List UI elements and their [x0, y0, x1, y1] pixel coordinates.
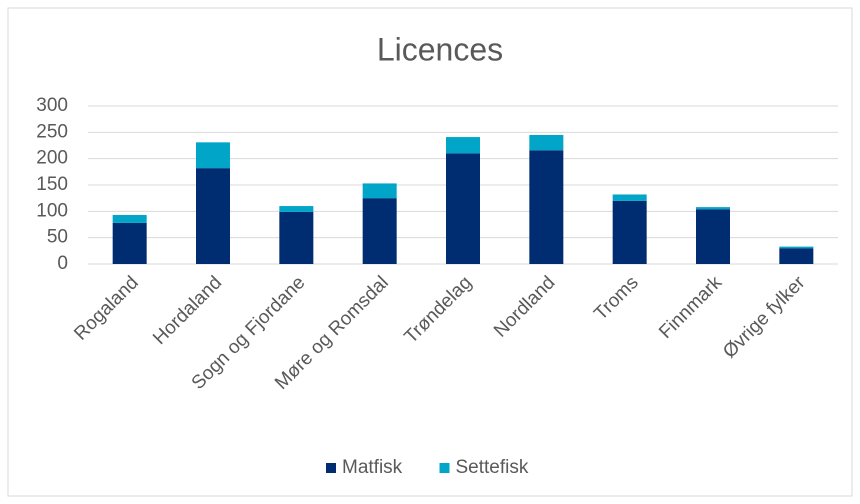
legend-label: Settefisk — [456, 457, 529, 478]
bar-segment — [696, 209, 730, 264]
bar-segment — [529, 150, 564, 264]
y-tick-label: 0 — [57, 253, 68, 274]
bar-segment — [279, 211, 314, 264]
bar-segment — [779, 246, 814, 249]
bar-segment — [779, 248, 814, 264]
y-tick-label: 200 — [36, 148, 68, 169]
bar-segment — [696, 207, 730, 210]
bar-segment — [612, 200, 647, 264]
legend-swatch — [326, 463, 336, 473]
bar-segment — [196, 168, 230, 264]
bar-segment — [446, 153, 480, 264]
bar-segment — [612, 194, 647, 201]
y-tick-label: 300 — [36, 95, 68, 116]
y-tick-label: 250 — [36, 121, 68, 142]
y-tick-label: 100 — [36, 200, 68, 221]
bar-segment — [362, 183, 397, 199]
y-tick-label: 50 — [47, 227, 68, 248]
legend-swatch — [439, 463, 450, 473]
bar-segment — [279, 206, 314, 212]
bar-segment — [112, 222, 147, 264]
bar-segment — [196, 142, 230, 169]
legend-label: Matfisk — [342, 457, 403, 478]
chart-title: Licences — [377, 31, 503, 67]
bar-segment — [529, 134, 564, 151]
bar-segment — [112, 215, 147, 223]
bar-segment — [446, 137, 480, 154]
bar-segment — [362, 198, 397, 264]
y-tick-label: 150 — [36, 174, 68, 195]
